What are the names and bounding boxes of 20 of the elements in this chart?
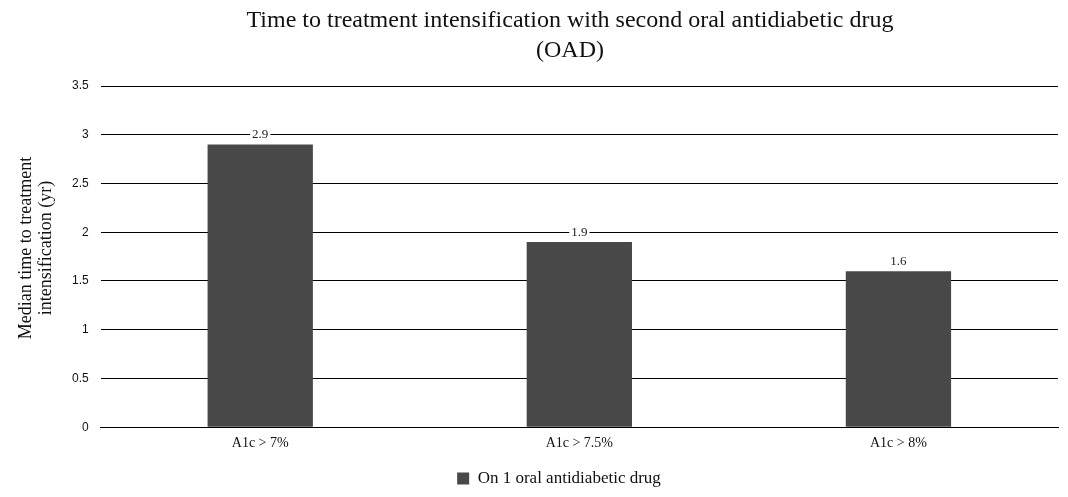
y-tick-label: 3.5 <box>71 78 89 93</box>
x-tick-label: A1c > 8% <box>870 435 928 451</box>
x-tick-label: A1c > 7% <box>231 435 290 451</box>
legend-label: On 1 oral antidiabetic drug <box>477 467 662 487</box>
y-tick-label: 3 <box>81 127 89 142</box>
chart-title: Time to treatment intensification with second oral antidiabetic drug (OAD) <box>245 5 895 64</box>
y-axis-title: Median time to treatment intensification (yr) <box>15 155 55 342</box>
data-label: 1.6 <box>890 253 908 269</box>
bar <box>845 271 952 427</box>
y-tick-label: 1.5 <box>71 273 89 288</box>
bar <box>526 241 632 427</box>
data-label: 2.9 <box>252 126 269 142</box>
y-tick-label: 0 <box>81 419 89 434</box>
bar <box>207 144 313 427</box>
y-tick-label: 1 <box>81 322 89 337</box>
y-tick-label: 2.5 <box>71 175 89 190</box>
x-tick-label: A1c > 7.5% <box>545 435 614 451</box>
y-tick-label: 2 <box>81 224 89 239</box>
y-tick-label: 0.5 <box>71 370 89 385</box>
data-label: 1.9 <box>571 223 588 239</box>
